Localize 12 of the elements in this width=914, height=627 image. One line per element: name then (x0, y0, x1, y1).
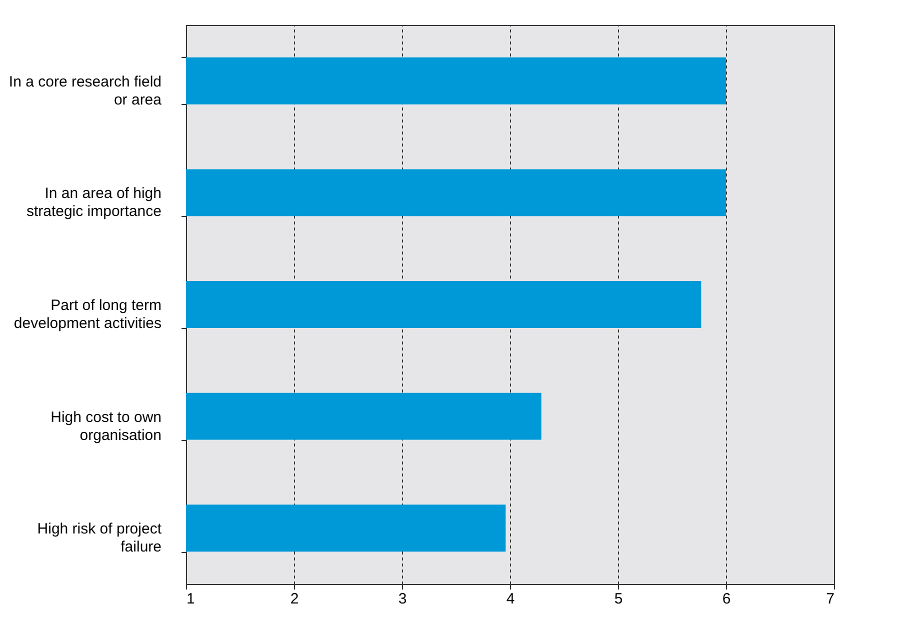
y-tick-label: In a core research field or area (8, 73, 162, 108)
x-tick-label: 3 (398, 590, 407, 608)
y-tick-label: In an area of high strategic importance (26, 185, 162, 220)
x-tick-label: 1 (186, 590, 195, 608)
y-tick-label: Part of long term development activities (14, 297, 162, 332)
y-tick-label: High cost to own organisation (50, 408, 162, 444)
x-tick-label: 6 (722, 590, 731, 608)
x-tick-label: 7 (826, 590, 834, 608)
y-tick-label: High risk of project failure (37, 520, 162, 556)
x-tick-label: 2 (290, 590, 299, 608)
x-tick-label: 4 (506, 590, 515, 608)
x-tick-label: 5 (614, 590, 623, 608)
